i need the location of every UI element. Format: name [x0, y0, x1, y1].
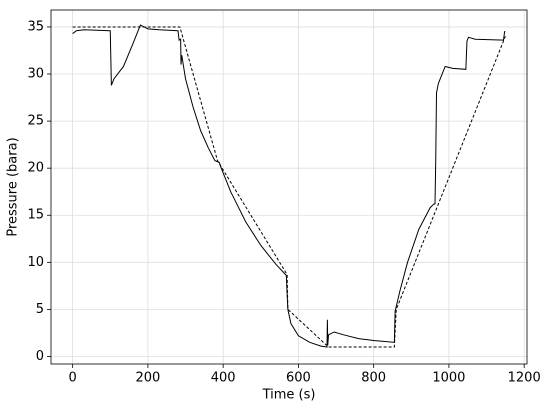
y-tick-label: 0 — [36, 349, 44, 364]
x-tick-label: 600 — [286, 371, 311, 386]
line — [72, 26, 506, 348]
x-tick-label: 1200 — [508, 371, 541, 386]
y-tick-label: 10 — [27, 255, 44, 270]
x-tick-label: 200 — [135, 371, 160, 386]
y-tick-label: 15 — [27, 208, 44, 223]
plot-frame — [50, 9, 528, 365]
y-tick-label: 30 — [27, 67, 44, 82]
x-tick-label: 1000 — [432, 371, 465, 386]
y-axis-label: Pressure (bara) — [6, 137, 21, 236]
x-axis-label: Time (s) — [262, 388, 316, 403]
y-tick-label: 5 — [36, 302, 44, 317]
y-tick-label: 20 — [27, 161, 44, 176]
line — [72, 24, 506, 348]
x-tick-label: 800 — [361, 371, 386, 386]
y-tick-label: 25 — [27, 114, 44, 129]
x-tick-label: 400 — [211, 371, 236, 386]
x-tick-label: 0 — [68, 371, 76, 386]
y-tick-label: 35 — [27, 19, 44, 34]
